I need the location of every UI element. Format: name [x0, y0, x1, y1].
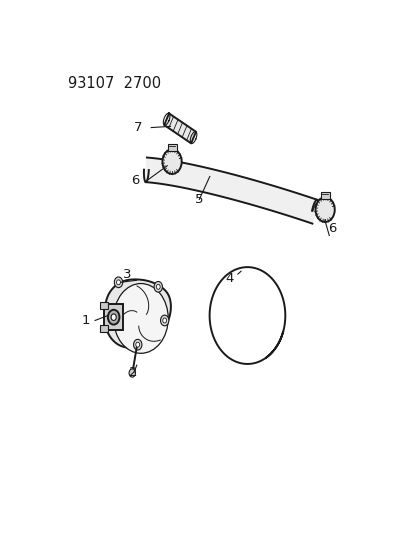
Text: 6: 6 [328, 222, 336, 235]
FancyBboxPatch shape [100, 302, 108, 309]
Circle shape [114, 277, 122, 288]
FancyBboxPatch shape [320, 192, 329, 199]
Text: 7: 7 [134, 121, 142, 134]
Circle shape [133, 340, 142, 350]
Circle shape [108, 310, 119, 325]
Circle shape [160, 315, 169, 326]
FancyBboxPatch shape [104, 304, 123, 330]
Circle shape [135, 342, 139, 347]
Polygon shape [104, 279, 171, 348]
Circle shape [116, 280, 120, 285]
Text: 93107  2700: 93107 2700 [68, 76, 161, 91]
Text: 2: 2 [129, 366, 138, 379]
Circle shape [154, 281, 162, 292]
FancyBboxPatch shape [100, 325, 108, 332]
Circle shape [162, 149, 181, 174]
Polygon shape [164, 114, 195, 143]
Text: 1: 1 [81, 314, 90, 327]
Text: 5: 5 [195, 193, 203, 206]
Circle shape [315, 197, 334, 222]
Circle shape [156, 284, 160, 289]
FancyBboxPatch shape [167, 144, 176, 151]
Polygon shape [145, 158, 316, 224]
Text: 4: 4 [225, 272, 233, 285]
Circle shape [129, 369, 135, 377]
Text: 3: 3 [123, 268, 131, 280]
Circle shape [114, 284, 168, 353]
Circle shape [111, 314, 116, 320]
Circle shape [162, 318, 166, 323]
Text: 6: 6 [131, 174, 139, 188]
